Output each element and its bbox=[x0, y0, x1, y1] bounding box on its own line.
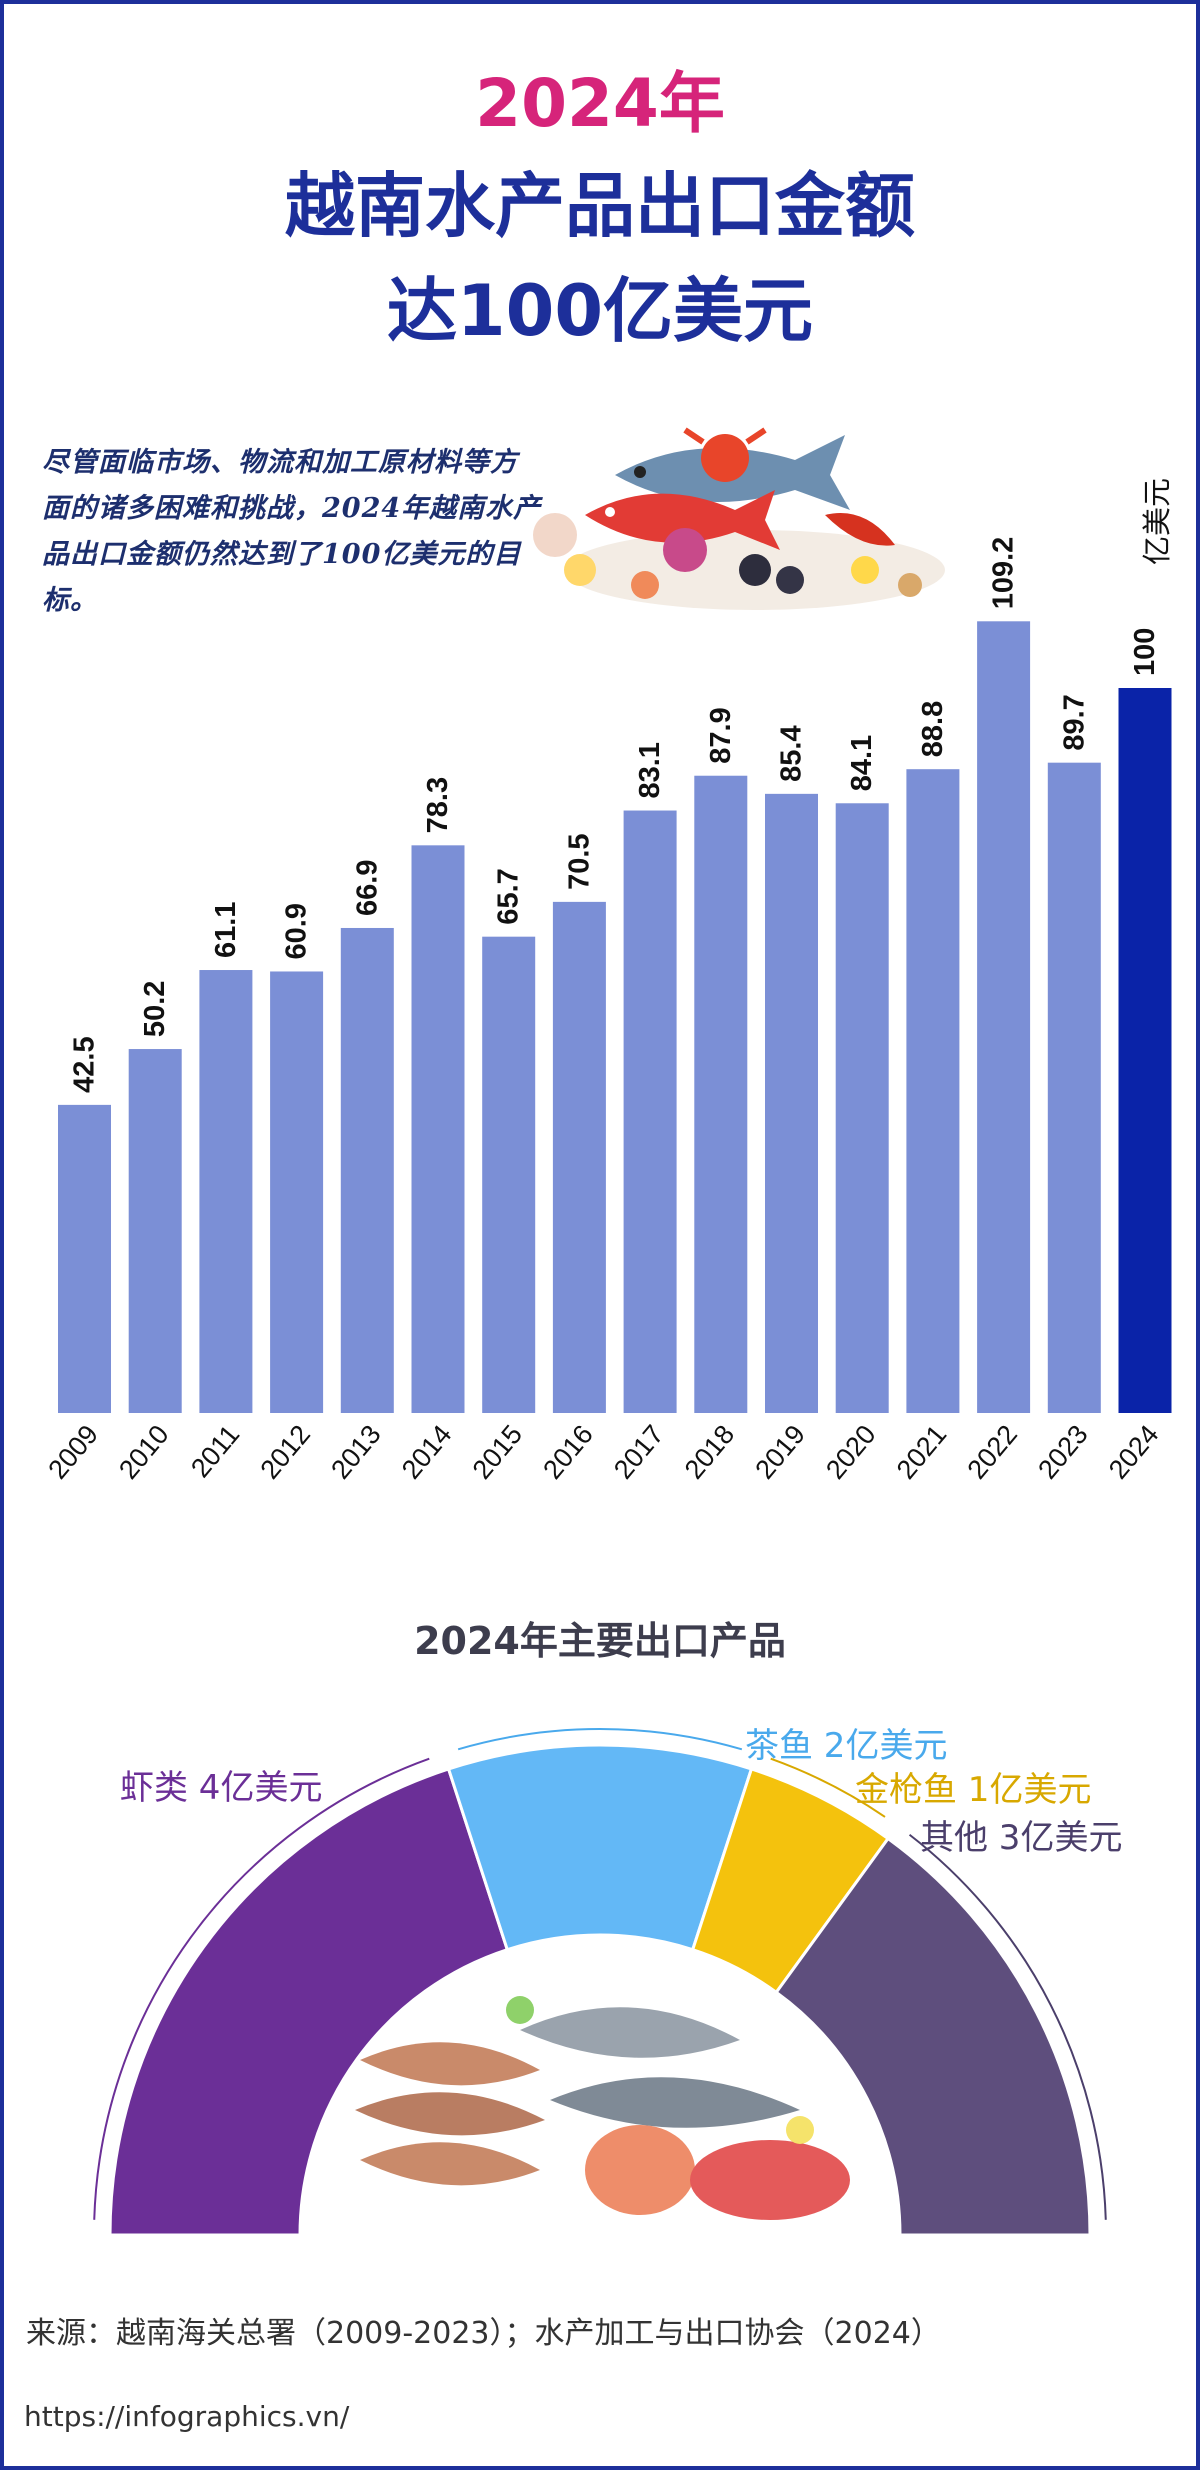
bar-2014 bbox=[411, 845, 465, 1413]
bar-2018 bbox=[694, 775, 748, 1413]
label-shrimp: 虾类 4亿美元 bbox=[120, 1768, 323, 1808]
label-other: 其他 3亿美元 bbox=[920, 1818, 1123, 1858]
unit-label: 亿美元 bbox=[1141, 478, 1174, 565]
bar-2013 bbox=[340, 927, 394, 1413]
bar-chart: 42.5200950.2201061.1201160.9201266.92013… bbox=[42, 478, 1174, 1485]
bar-value-label: 61.1 bbox=[210, 902, 242, 958]
slice-bracket bbox=[908, 1833, 1107, 2220]
slice-bracket bbox=[93, 1757, 430, 2220]
intro-text: 尽管面临市场、物流和加工原材料等方面的诸多困难和挑战，2024年越南水产品出口金… bbox=[42, 447, 542, 616]
donut-chart bbox=[93, 1727, 1107, 2237]
bar-value-label: 88.8 bbox=[917, 701, 949, 757]
source-note: 来源：越南海关总署（2009-2023）；水产加工与出口协会（2024） bbox=[26, 2316, 941, 2351]
bar-value-label: 85.4 bbox=[776, 725, 808, 781]
label-tuna: 金枪鱼 1亿美元 bbox=[855, 1770, 1092, 1810]
bar-2010 bbox=[128, 1049, 182, 1413]
bar-value-label: 84.1 bbox=[846, 735, 878, 791]
bar-2009 bbox=[58, 1104, 111, 1413]
bar-value-label: 100 bbox=[1129, 628, 1161, 676]
bar-2012 bbox=[270, 971, 324, 1413]
bar-2021 bbox=[906, 769, 960, 1413]
bar-value-label: 109.2 bbox=[988, 537, 1020, 610]
bar-2017 bbox=[623, 810, 677, 1413]
pie-title: 2024年主要出口产品 bbox=[414, 1619, 786, 1663]
title-line-2: 越南水产品出口金额 bbox=[285, 165, 915, 247]
slice-1 bbox=[108, 1767, 510, 2237]
bar-2020 bbox=[835, 803, 889, 1413]
title-year: 2024年 bbox=[475, 65, 725, 142]
bar-value-label: 70.5 bbox=[563, 833, 595, 889]
seafood-photo bbox=[340, 1960, 860, 2260]
bar-2019 bbox=[765, 793, 818, 1413]
label-pangasius: 茶鱼 2亿美元 bbox=[745, 1726, 948, 1766]
bar-value-label: 78.3 bbox=[422, 777, 454, 833]
bar-value-label: 83.1 bbox=[634, 742, 666, 798]
title-line-3: 达100亿美元 bbox=[386, 270, 814, 352]
bar-2015 bbox=[482, 936, 536, 1413]
bar-value-label: 87.9 bbox=[705, 707, 737, 763]
bar-value-label: 65.7 bbox=[493, 868, 525, 924]
seafood-illustration bbox=[533, 427, 945, 610]
source-url: https://infographics.vn/ bbox=[24, 2400, 350, 2433]
slice-4 bbox=[774, 1836, 1092, 2237]
bar-value-label: 50.2 bbox=[139, 981, 171, 1037]
bar-2023 bbox=[1047, 762, 1101, 1413]
slice-bracket bbox=[457, 1727, 743, 1751]
bar-value-label: 89.7 bbox=[1058, 694, 1090, 750]
bar-2024 bbox=[1118, 688, 1172, 1413]
bar-value-label: 42.5 bbox=[69, 1036, 101, 1092]
bar-2022 bbox=[977, 621, 1031, 1413]
bar-value-label: 66.9 bbox=[351, 860, 383, 916]
bar-2016 bbox=[552, 901, 606, 1413]
slice-bracket bbox=[770, 1757, 886, 1818]
bar-value-label: 60.9 bbox=[281, 903, 313, 959]
bar-2011 bbox=[199, 970, 253, 1413]
